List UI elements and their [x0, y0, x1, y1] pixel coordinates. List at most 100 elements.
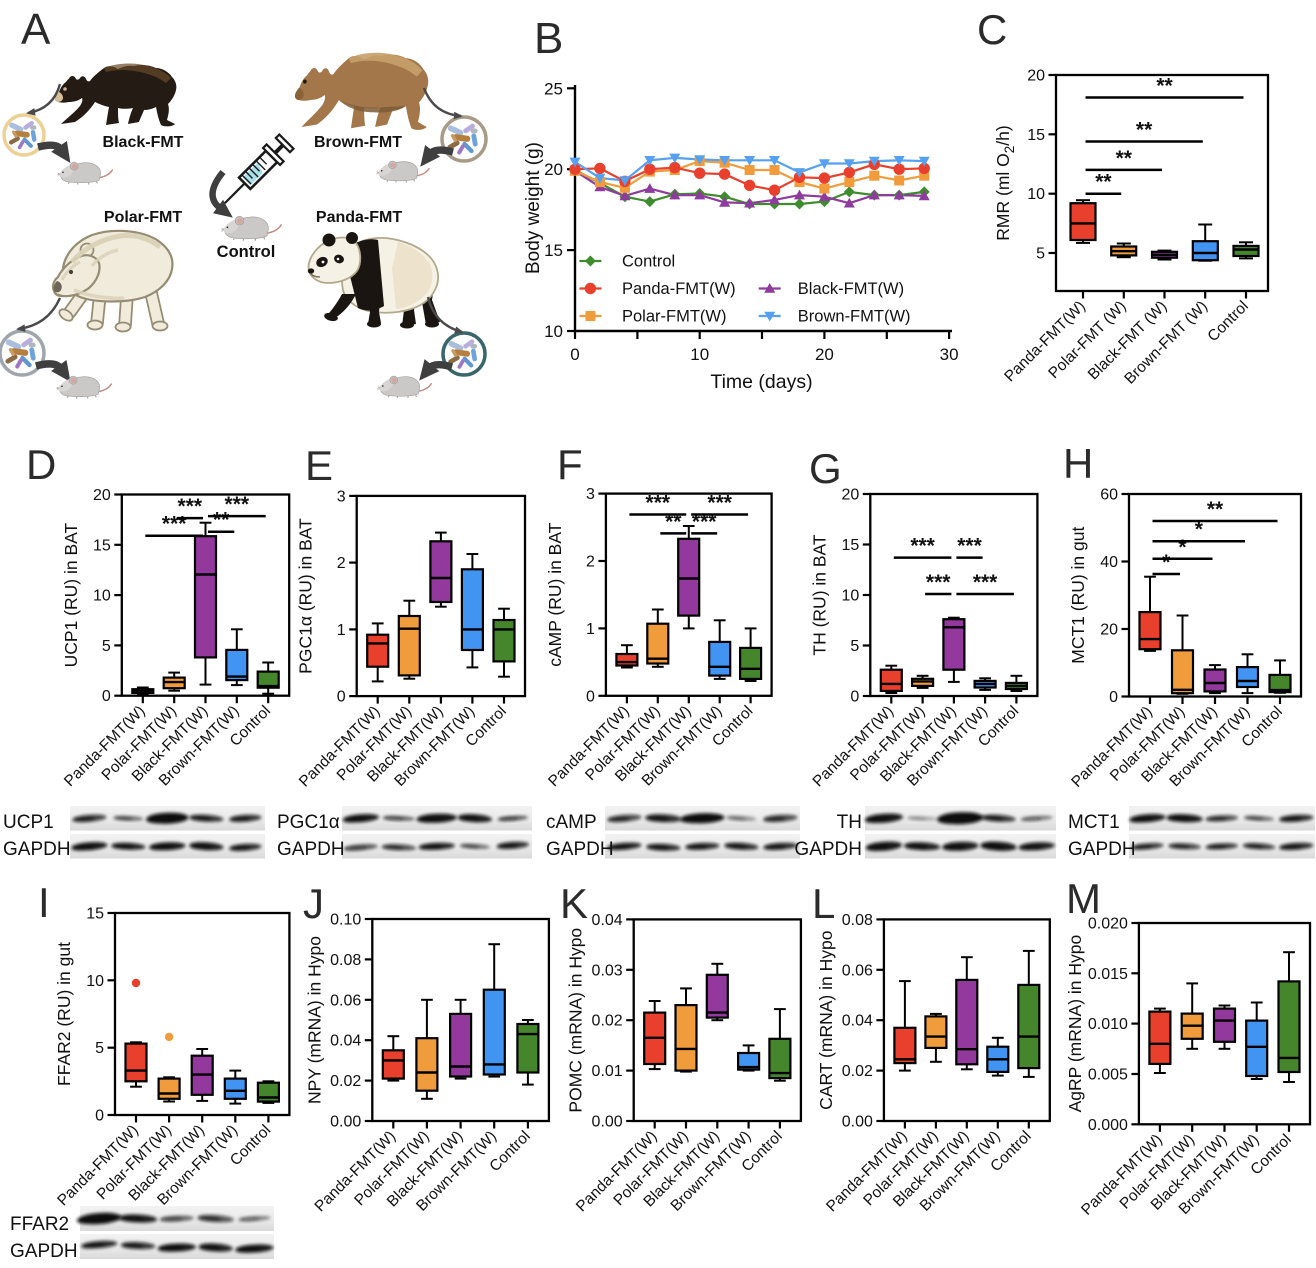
svg-text:0: 0 — [337, 689, 346, 706]
svg-text:30: 30 — [940, 345, 959, 364]
svg-text:0.010: 0.010 — [1088, 1016, 1128, 1033]
svg-text:***: *** — [910, 535, 935, 558]
svg-text:0: 0 — [850, 689, 859, 706]
svg-text:*: * — [1178, 536, 1187, 559]
svg-text:GAPDH: GAPDH — [794, 839, 862, 860]
svg-text:0.08: 0.08 — [330, 952, 361, 969]
svg-text:2: 2 — [586, 554, 595, 571]
svg-text:25: 25 — [544, 79, 563, 98]
svg-text:0.08: 0.08 — [842, 912, 873, 929]
svg-text:Time (days): Time (days) — [710, 371, 812, 393]
svg-text:POMC (mRNA) in Hypo: POMC (mRNA) in Hypo — [566, 928, 586, 1113]
svg-text:FFAR2 (RU) in gut: FFAR2 (RU) in gut — [54, 942, 74, 1086]
svg-text:10: 10 — [842, 588, 860, 605]
svg-text:20: 20 — [93, 487, 111, 504]
svg-text:0.04: 0.04 — [842, 1013, 873, 1030]
svg-text:10: 10 — [690, 345, 709, 364]
svg-text:0: 0 — [570, 345, 579, 364]
svg-text:5: 5 — [95, 1040, 104, 1057]
svg-text:15: 15 — [1027, 127, 1045, 144]
svg-text:0.01: 0.01 — [592, 1063, 623, 1080]
svg-text:***: *** — [957, 535, 982, 558]
svg-text:cAMP (RU) in BAT: cAMP (RU) in BAT — [545, 522, 565, 667]
svg-text:***: *** — [973, 571, 998, 594]
svg-text:UCP1: UCP1 — [3, 812, 54, 833]
svg-text:Panda-FMT(W): Panda-FMT(W) — [622, 280, 736, 298]
svg-text:**: ** — [213, 509, 230, 532]
svg-text:0.03: 0.03 — [592, 962, 623, 979]
svg-text:1: 1 — [586, 621, 595, 638]
svg-text:0.020: 0.020 — [1088, 916, 1128, 933]
svg-text:D: D — [26, 441, 56, 488]
svg-text:Black-FMT: Black-FMT — [103, 134, 184, 151]
svg-text:Panda-FMT: Panda-FMT — [316, 209, 402, 226]
svg-text:C: C — [977, 6, 1007, 53]
svg-text:K: K — [560, 880, 588, 927]
svg-text:L: L — [812, 880, 835, 927]
svg-text:0.04: 0.04 — [592, 912, 623, 929]
svg-text:FFAR2: FFAR2 — [10, 1214, 69, 1235]
svg-text:**: ** — [665, 510, 682, 533]
svg-text:Control: Control — [217, 243, 276, 261]
svg-text:MCT1 (RU) in gut: MCT1 (RU) in gut — [1068, 527, 1088, 664]
svg-text:***: *** — [692, 510, 717, 533]
svg-text:0.00: 0.00 — [592, 1114, 623, 1131]
svg-text:UCP1 (RU) in BAT: UCP1 (RU) in BAT — [61, 523, 81, 668]
svg-text:0.005: 0.005 — [1088, 1067, 1128, 1084]
svg-text:TH (RU) in BAT: TH (RU) in BAT — [809, 534, 829, 656]
svg-text:0: 0 — [586, 688, 595, 705]
svg-text:E: E — [305, 442, 333, 489]
svg-text:Polar-FMT: Polar-FMT — [104, 209, 182, 226]
svg-text:Body weight (g): Body weight (g) — [523, 142, 544, 274]
svg-text:0.02: 0.02 — [330, 1073, 361, 1090]
svg-text:Control: Control — [622, 253, 675, 271]
svg-text:*: * — [1162, 551, 1171, 574]
svg-text:MCT1: MCT1 — [1068, 812, 1120, 833]
svg-text:15: 15 — [842, 537, 860, 554]
svg-text:5: 5 — [1036, 246, 1045, 263]
svg-text:0.000: 0.000 — [1088, 1117, 1128, 1134]
svg-text:10: 10 — [93, 588, 111, 605]
svg-text:3: 3 — [337, 488, 346, 505]
svg-text:I: I — [38, 879, 50, 926]
svg-text:B: B — [534, 14, 563, 63]
svg-text:M: M — [1066, 875, 1101, 922]
svg-text:***: *** — [225, 493, 250, 516]
svg-text:2: 2 — [337, 555, 346, 572]
svg-text:GAPDH: GAPDH — [10, 1241, 78, 1262]
svg-text:15: 15 — [544, 241, 563, 260]
svg-text:GAPDH: GAPDH — [1068, 839, 1136, 860]
svg-text:Brown-FMT: Brown-FMT — [314, 134, 402, 151]
svg-text:1: 1 — [337, 622, 346, 639]
svg-text:Brown-FMT(W): Brown-FMT(W) — [798, 308, 911, 326]
svg-text:0.02: 0.02 — [592, 1013, 623, 1030]
svg-text:5: 5 — [102, 638, 111, 655]
svg-text:0.10: 0.10 — [330, 912, 361, 929]
svg-text:J: J — [303, 880, 324, 927]
svg-text:3: 3 — [586, 486, 595, 503]
svg-text:0: 0 — [1109, 689, 1118, 706]
svg-text:H: H — [1063, 440, 1093, 487]
svg-text:**: ** — [1207, 498, 1224, 521]
svg-text:***: *** — [178, 495, 203, 518]
svg-text:0: 0 — [102, 688, 111, 705]
svg-text:20: 20 — [1100, 622, 1118, 639]
svg-text:40: 40 — [1100, 554, 1118, 571]
svg-text:F: F — [557, 441, 583, 488]
svg-text:GAPDH: GAPDH — [546, 839, 614, 860]
svg-text:Polar-FMT(W): Polar-FMT(W) — [622, 308, 726, 326]
svg-text:**: ** — [1116, 147, 1133, 170]
svg-text:**: ** — [1156, 75, 1173, 98]
svg-text:*: * — [1195, 518, 1204, 541]
svg-text:AgRP (mRNA) in Hypo: AgRP (mRNA) in Hypo — [1065, 935, 1085, 1113]
svg-text:0.015: 0.015 — [1088, 966, 1128, 983]
svg-text:20: 20 — [842, 487, 860, 504]
svg-text:***: *** — [646, 492, 671, 515]
svg-text:0.02: 0.02 — [842, 1063, 873, 1080]
svg-text:**: ** — [1136, 119, 1153, 142]
svg-text:15: 15 — [93, 537, 111, 554]
svg-text:G: G — [809, 445, 842, 492]
svg-text:0.00: 0.00 — [842, 1114, 873, 1131]
svg-text:**: ** — [1095, 171, 1112, 194]
svg-text:Black-FMT(W): Black-FMT(W) — [798, 280, 904, 298]
